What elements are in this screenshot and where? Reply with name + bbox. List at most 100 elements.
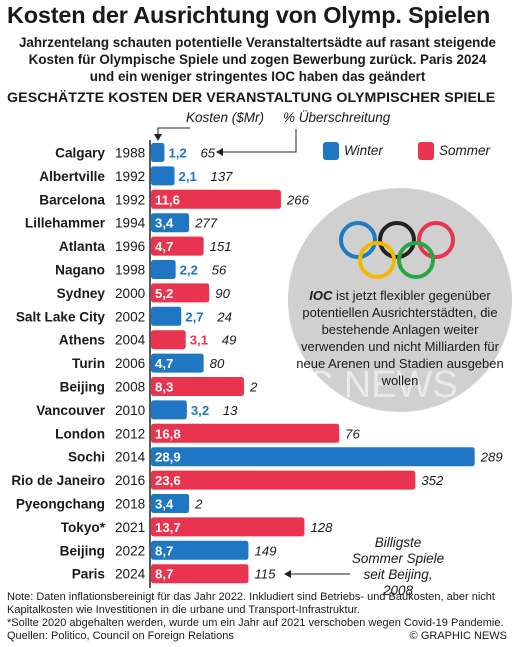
overrun-label: 352 [421, 473, 444, 488]
bar-summer [151, 283, 210, 303]
city-label: London [55, 426, 105, 441]
city-label: Beijing [60, 543, 105, 558]
overrun-label: 76 [345, 426, 360, 441]
year-label: 1988 [115, 146, 145, 161]
city-label: Albertville [39, 169, 105, 184]
column-header-overrun: % Überschreitung [283, 110, 391, 125]
cost-header-arrowhead [154, 134, 162, 141]
year-label: 1994 [115, 216, 146, 231]
city-label: Pyeongchang [16, 497, 105, 512]
olympic-ring [397, 241, 435, 279]
year-label: 2006 [115, 356, 145, 371]
bar-summer [151, 189, 281, 209]
bar-winter [151, 143, 165, 162]
year-label: 2021 [115, 520, 145, 535]
city-label: Lillehammer [25, 216, 106, 231]
callout-arrowhead [284, 570, 291, 578]
bar-winter [151, 260, 176, 279]
cost-value-label: 11,6 [155, 192, 180, 207]
ioc-note: IOC ist jetzt flexibler gegenüber potent… [290, 287, 510, 389]
overrun-label: 49 [222, 333, 237, 348]
city-label: Turin [72, 356, 105, 371]
legend-summer-label: Sommer [439, 143, 491, 158]
bar-summer [151, 517, 305, 537]
bar-summer [151, 564, 249, 584]
legend-summer-swatch [418, 142, 434, 160]
ioc-note-bold: IOC [309, 288, 333, 303]
overrun-label: 149 [254, 543, 277, 558]
bar-summer [151, 423, 340, 443]
overrun-label: 128 [310, 520, 333, 535]
bar-winter [151, 540, 249, 560]
bar-summer [151, 236, 204, 256]
overrun-label: 56 [212, 263, 227, 278]
year-label: 2002 [115, 309, 145, 324]
bar-summer [151, 377, 244, 396]
overrun-label: 151 [210, 239, 232, 254]
cost-value-label: 28,9 [155, 450, 181, 465]
bar-winter [151, 353, 204, 373]
cost-value-label: 8,7 [155, 543, 173, 558]
intro-line-2: Kosten für Olympische Spiele und zogen B… [28, 52, 487, 67]
cost-value-label: 3,2 [191, 403, 209, 418]
bar-winter [151, 447, 475, 467]
cost-value-label: 5,2 [155, 286, 173, 301]
overrun-label: 266 [286, 192, 310, 207]
cost-value-label: 23,6 [155, 473, 181, 488]
city-label: Atlanta [59, 239, 106, 254]
olympic-ring [339, 221, 377, 259]
footnote-3: *Sollte 2020 abgehalten werden, wurde um… [7, 617, 504, 629]
cost-value-label: 8,7 [155, 567, 173, 582]
chart-title: Kosten der Ausrichtung von Olymp. Spiele… [7, 2, 491, 28]
city-label: Salt Lake City [16, 309, 106, 324]
overrun-header-pointer-elbow [222, 140, 297, 153]
city-label: Beijing [60, 380, 105, 395]
city-label: Sydney [57, 286, 106, 301]
overrun-label: 137 [211, 169, 234, 184]
footnote-sources: Quellen: Politico, Council on Foreign Re… [7, 630, 234, 642]
year-label: 1992 [115, 169, 145, 184]
overrun-label: 90 [215, 286, 230, 301]
overrun-label: 24 [216, 309, 232, 324]
bar-winter [151, 166, 175, 186]
cost-value-label: 16,8 [155, 426, 181, 441]
overrun-label: 2 [249, 380, 258, 395]
city-label: Sochi [68, 450, 105, 465]
year-label: 2004 [115, 333, 146, 348]
overrun-label: 13 [223, 403, 238, 418]
city-label: Tokyo* [61, 520, 106, 535]
footnote-1: Note: Daten inflationsbereinigt für das … [7, 591, 495, 603]
olympic-ring [417, 221, 455, 259]
legend-winter-label: Winter [344, 143, 383, 158]
overrun-label: 277 [194, 216, 218, 231]
cost-header-pointer [157, 127, 190, 138]
year-label: 1992 [115, 192, 145, 207]
year-label: 2014 [115, 450, 146, 465]
overrun-header-arrowhead [216, 148, 223, 156]
column-header-cost: Kosten ($Mr) [186, 110, 265, 125]
year-label: 2024 [115, 567, 146, 582]
city-label: Rio de Janeiro [11, 473, 105, 488]
year-label: 1996 [115, 239, 145, 254]
bar-winter [151, 213, 190, 233]
city-label: Paris [72, 567, 105, 582]
bar-winter [151, 400, 187, 420]
ioc-circle-background [288, 188, 512, 412]
cost-value-label: 3,4 [155, 497, 174, 512]
cost-value-label: 1,2 [168, 146, 186, 161]
footnote-2: Kapitalkosten wie Investitionen in die u… [7, 604, 360, 616]
intro-line-1: Jahrzentelang schauten potentielle Veran… [18, 35, 496, 50]
city-label: Barcelona [39, 192, 105, 207]
intro-line-3: und ein weniger stringentes IOC haben da… [89, 69, 426, 84]
cost-value-label: 8,3 [155, 380, 173, 395]
city-label: Nagano [55, 263, 105, 278]
cost-value-label: 2,2 [180, 263, 198, 278]
cost-value-label: 2,7 [185, 309, 203, 324]
cost-value-label: 3,1 [190, 333, 208, 348]
cheapest-games-callout: Billigste Sommer Spiele seit Beijing, 20… [351, 535, 445, 598]
overrun-label: 115 [254, 567, 276, 582]
year-label: 2018 [115, 497, 145, 512]
overrun-label: 65 [200, 146, 215, 161]
ioc-note-text: ist jetzt flexibler gegenüber potentiell… [296, 288, 504, 388]
overrun-label: 2 [194, 497, 203, 512]
